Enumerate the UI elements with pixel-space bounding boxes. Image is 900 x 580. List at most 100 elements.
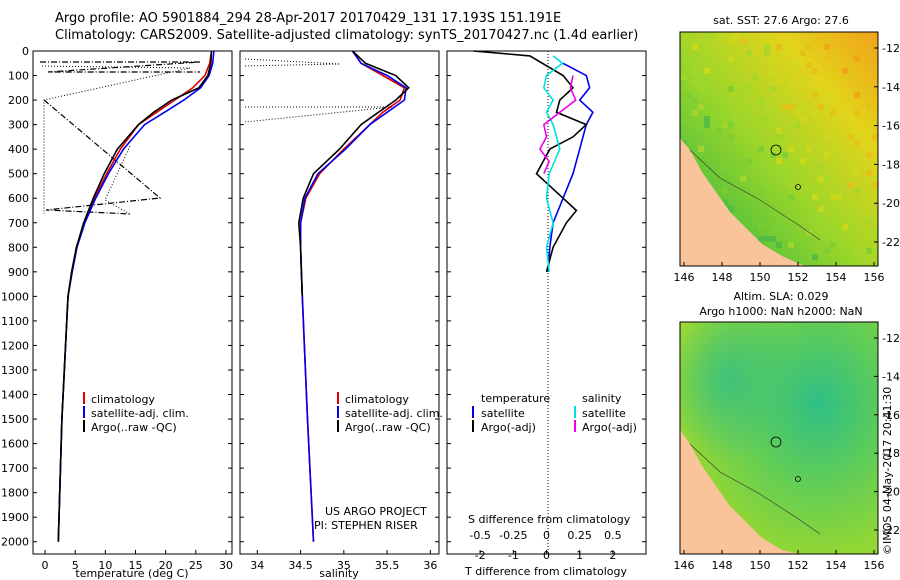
sst-pixel [722, 122, 728, 128]
s-tick-label: 0 [543, 529, 550, 542]
legend-header-temperature: temperature [481, 392, 550, 405]
depth-tick-label: 1800 [1, 487, 29, 500]
sst-pixel [806, 62, 812, 68]
depth-tick-label: 800 [8, 241, 29, 254]
depth-tick-label: 1300 [1, 364, 29, 377]
credit-project: US ARGO PROJECT [325, 505, 427, 518]
depth-tick-label: 200 [8, 94, 29, 107]
sst-pixel [776, 242, 782, 248]
difference-panel-frame [446, 50, 647, 555]
land-mass [680, 138, 806, 266]
depth-tick-label: 1400 [1, 389, 29, 402]
sst-pixel [812, 68, 818, 74]
sst-pixel [824, 212, 830, 218]
sst-pixel [824, 248, 830, 254]
series-line-satellite-adj-clim- [299, 50, 407, 542]
sst-pixel [692, 68, 698, 74]
map-x-tick-label: 148 [712, 559, 733, 572]
depth-tick-label: 500 [8, 168, 29, 181]
difference-x-axes: -2 -1 0 1 2 T difference from climatology -0.5… [464, 529, 627, 578]
map-x-tick-label: 156 [864, 271, 885, 284]
map-x-tick-label: 146 [674, 559, 695, 572]
sst-pixel [824, 56, 830, 62]
figure-title-line2: Climatology: CARS2009. Satellite-adjuste… [55, 28, 639, 43]
sst-pixel [824, 44, 830, 50]
legend-label-argo: Argo(..raw -QC) [345, 421, 431, 434]
depth-tick-label: 1600 [1, 438, 29, 451]
sst-map-title: sat. SST: 27.6 Argo: 27.6 [713, 14, 849, 27]
sst-pixel [704, 122, 710, 128]
sst-pixel [854, 92, 860, 98]
x-tick-label: 30 [219, 559, 233, 572]
map-x-tick-label: 152 [788, 559, 809, 572]
legend-label-temp-argo: Argo(-adj) [481, 421, 536, 434]
map-x-tick-label: 156 [864, 559, 885, 572]
legend-label-temp-satellite: satellite [481, 407, 525, 420]
figure-title-line1: Argo profile: AO 5901884_294 28-Apr-2017… [55, 11, 562, 26]
legend-label-argo: Argo(..raw -QC) [91, 421, 177, 434]
sst-pixel [848, 134, 854, 140]
sst-pixel [722, 164, 728, 170]
map-y-tick-label: -20 [882, 486, 900, 499]
sst-pixel [794, 110, 800, 116]
sst-pixel [794, 62, 800, 68]
x-tick-label: 5 [72, 559, 79, 572]
sst-pixel [842, 224, 848, 230]
sst-pixel [782, 152, 788, 158]
sst-pixel [824, 152, 830, 158]
sst-pixel [788, 146, 794, 152]
sst-pixel [812, 254, 818, 260]
depth-axis: 0 100 200 300 400 500 600 700 800 900 1000 1100 1200… [1, 45, 646, 549]
sst-pixel [854, 140, 860, 146]
sst-pixel [782, 104, 788, 110]
depth-tick-label: 400 [8, 143, 29, 156]
sst-pixel [758, 116, 764, 122]
legend-header-salinity: salinity [582, 392, 622, 405]
sst-pixel [770, 152, 776, 158]
shelf-contour [689, 149, 821, 241]
sst-map-axes: 146 148 150 152 154 156 -12 -14 -16 -18 -20 -22 [674, 42, 900, 284]
map-y-tick-label: -18 [882, 158, 900, 171]
difference-series [473, 50, 594, 273]
map-y-tick-label: -16 [882, 409, 900, 422]
map-y-tick-label: -12 [882, 332, 900, 345]
sst-map: 146 148 150 152 154 156 -12 -14 -16 -18 -20 -22 [674, 31, 900, 284]
salinity-flagged-spikes [244, 58, 393, 123]
sst-pixel [866, 248, 872, 254]
sst-pixel [800, 50, 806, 56]
sst-pixel [698, 104, 704, 110]
sst-pixel [692, 98, 698, 104]
map-y-tick-label: -20 [882, 197, 900, 210]
map-y-tick-label: -14 [882, 370, 900, 383]
temp-spike-upper [40, 61, 201, 73]
sst-pixel [746, 158, 752, 164]
sla-map-title-1: Altim. SLA: 0.029 [733, 290, 829, 303]
sst-pixel [758, 146, 764, 152]
s-difference-label: S difference from climatology [468, 513, 631, 526]
temp-spike-dotted [41, 65, 191, 214]
map-y-tick-label: -22 [882, 236, 900, 249]
sst-pixel [824, 92, 830, 98]
sst-pixel [776, 134, 782, 140]
sst-pixel [692, 80, 698, 86]
sst-pixel [842, 68, 848, 74]
x-tick-label: -1 [508, 549, 519, 562]
legend-label-sal-satellite: satellite [582, 407, 626, 420]
sst-pixel [794, 122, 800, 128]
sst-pixel [764, 50, 770, 56]
sst-pixel [848, 182, 854, 188]
depth-tick-label: 1000 [1, 290, 29, 303]
sla-map-title-2: Argo h1000: NaN h2000: NaN [699, 305, 863, 318]
sst-pixel [722, 188, 728, 194]
sst-pixel [806, 146, 812, 152]
temp-spike-lower [43, 99, 162, 215]
depth-tick-label: 1100 [1, 315, 29, 328]
sst-pixel [776, 80, 782, 86]
sst-pixel [728, 122, 734, 128]
temperature-x-axis: 0 5 10 15 20 25 30 temperature (deg C) [42, 550, 233, 580]
series-line-climatology [57, 50, 213, 542]
sst-pixel [698, 134, 704, 140]
sst-pixel [776, 128, 782, 134]
salinity-x-axis: 34 34.5 35 35.5 36 salinity [250, 550, 437, 580]
sst-pixel [680, 104, 686, 110]
